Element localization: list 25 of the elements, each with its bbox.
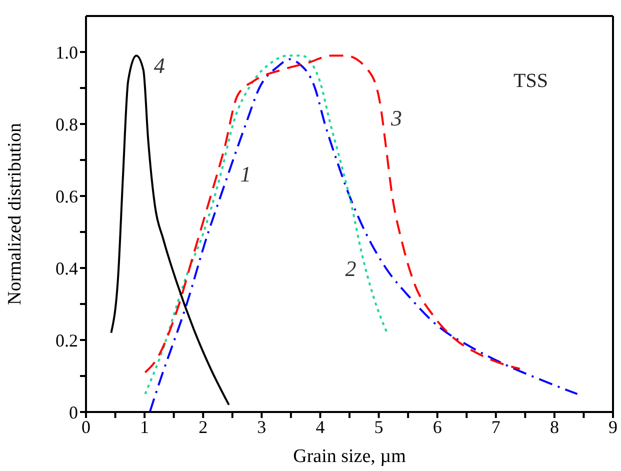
y-tick-label: 0 [69,402,78,422]
series-label: 2 [345,256,356,282]
line-series [144,54,388,395]
series-label: 3 [390,106,402,130]
y-tick-label: 0.8 [56,114,78,134]
x-tick-label: 1 [140,416,150,437]
x-tick-label: 4 [316,416,325,437]
x-tick-label: 2 [198,416,208,437]
annotation: TSS [514,70,548,93]
y-tick-label: 0.2 [56,330,78,350]
line-series [148,58,578,412]
x-tick-label: 9 [608,416,618,437]
x-tick-label: 7 [491,416,500,437]
x-tick-label: 3 [257,416,266,437]
y-tick-label: 0.6 [56,186,78,206]
x-axis-title: Grain size, µm [293,446,406,467]
series-label: 4 [154,53,165,78]
x-tick-label: 0 [82,416,90,437]
x-tick-label: 8 [550,416,559,437]
series-label: 1 [240,162,252,186]
y-tick-label: 0.4 [56,258,78,278]
y-tick-label: 1.0 [56,42,78,62]
line-series [110,54,230,406]
x-tick-label: 6 [432,416,442,437]
x-tick-label: 5 [374,416,384,437]
